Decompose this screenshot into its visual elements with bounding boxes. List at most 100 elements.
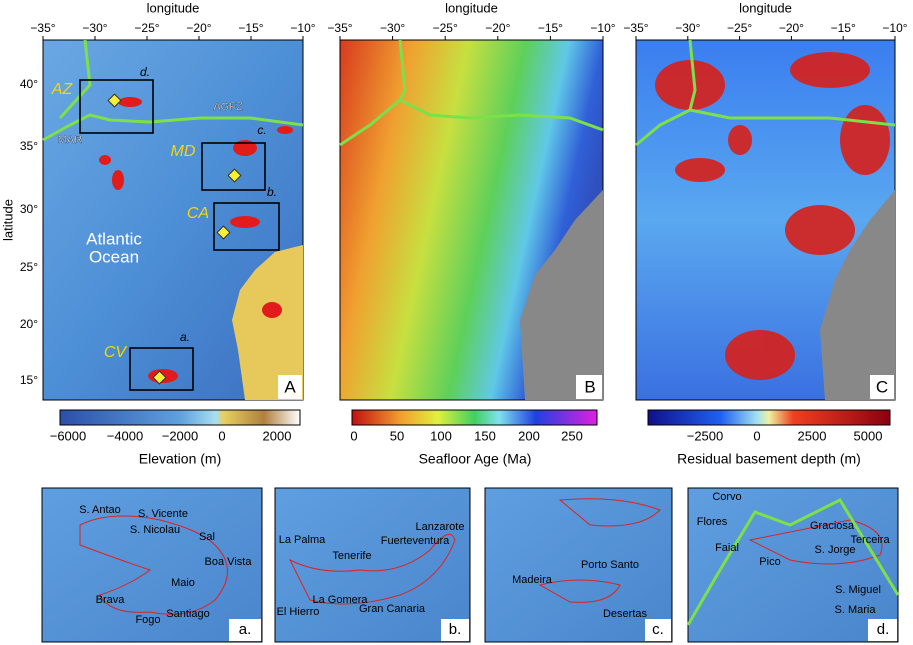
x-tick-label: −25° (134, 21, 159, 35)
x-axis-title: longitude (739, 0, 792, 15)
island-label: Maio (171, 577, 195, 589)
inset-label: a. (239, 621, 252, 638)
island-label: Pico (759, 556, 780, 568)
colorbar-tick-label: −4000 (107, 428, 144, 443)
island-label: S. Nicolau (130, 524, 180, 536)
colorbar-tick-label: 200 (518, 428, 540, 443)
x-tick-label: −35° (327, 21, 352, 35)
y-tick-label: 25° (20, 260, 38, 274)
annotation: d. (140, 65, 150, 79)
y-tick-label: 35° (20, 139, 38, 153)
island-label: Faial (715, 542, 739, 554)
colorbar (647, 409, 891, 426)
colorbar-tick-label: −2500 (687, 428, 724, 443)
island-label: Desertas (603, 608, 648, 620)
colorbar-title: Residual basement depth (m) (677, 451, 861, 467)
annotation: MD (171, 143, 196, 160)
x-tick-label: −15° (831, 21, 856, 35)
inset-label: d. (877, 621, 890, 638)
colorbar-title: Seafloor Age (Ma) (419, 451, 532, 467)
colorbar-title: Elevation (m) (139, 451, 221, 467)
inset-outlines (79, 498, 883, 615)
colorbar (59, 409, 301, 426)
x-tick-label: −15° (238, 21, 263, 35)
colorbar-tick-label: 50 (390, 428, 404, 443)
colorbar-tick-label: 0 (218, 428, 225, 443)
x-tick-label: −10° (882, 21, 907, 35)
annotation: Atlantic (86, 229, 142, 248)
y-tick-label: 40° (20, 77, 38, 91)
x-tick-label: −35° (623, 21, 648, 35)
y-tick-label: 20° (20, 317, 38, 331)
x-tick-label: −15° (538, 21, 563, 35)
colorbar-tick-label: 5000 (854, 428, 883, 443)
island-label: Graciosa (810, 520, 855, 532)
island-label: Fogo (135, 614, 160, 626)
island-label: El Hierro (277, 606, 320, 618)
x-tick-label: −10° (290, 21, 315, 35)
x-tick-label: −25° (433, 21, 458, 35)
island-label: S. Antao (79, 504, 121, 516)
panel-label: C (876, 377, 888, 396)
colorbar-tick-label: −2000 (162, 428, 199, 443)
x-tick-label: −20° (186, 21, 211, 35)
y-axis-title: latitude (0, 199, 15, 241)
panel-a (42, 39, 304, 401)
ridge (686, 498, 900, 626)
x-tick-label: −30° (380, 21, 405, 35)
colorbar-tick-label: 250 (561, 428, 583, 443)
island-label: S. Miguel (835, 584, 881, 596)
island-label: S. Jorge (815, 544, 856, 556)
annotation: AGFZ (213, 101, 243, 113)
inset-label-boxes (229, 619, 897, 641)
x-tick-label: −30° (82, 21, 107, 35)
x-tick-label: −25° (727, 21, 752, 35)
annotation: Ocean (89, 247, 139, 266)
x-tick-label: −10° (590, 21, 615, 35)
annotation: b. (267, 185, 277, 199)
annotation: AZ (51, 81, 74, 98)
island-label: Sal (199, 531, 215, 543)
colorbar-tick-label: 100 (430, 428, 452, 443)
colorbar-tick-label: 0 (350, 428, 357, 443)
island-label: La Gomera (312, 594, 368, 606)
colorbar-tick-label: 150 (474, 428, 496, 443)
y-tick-label: 15° (20, 373, 38, 387)
panel-c (635, 39, 896, 401)
x-tick-label: −20° (779, 21, 804, 35)
island-label: Gran Canaria (359, 603, 426, 615)
panel-b (339, 39, 604, 401)
island-label: Lanzarote (416, 521, 465, 533)
island-label: Tenerife (332, 550, 371, 562)
colorbar-tick-label: −6000 (50, 428, 87, 443)
island-label: Boa Vista (205, 556, 253, 568)
island-label: S. Vicente (138, 508, 188, 520)
inset-label: c. (652, 621, 664, 638)
island-label: Terceira (850, 534, 890, 546)
x-axis-title: longitude (445, 0, 498, 15)
x-axis-title: longitude (147, 0, 200, 15)
x-tick-label: −30° (675, 21, 700, 35)
colorbar-tick-label: 0 (753, 428, 760, 443)
inset-label: b. (449, 621, 462, 638)
panel-label: B (584, 377, 595, 396)
annotation: a. (180, 330, 190, 344)
annotation: c. (257, 123, 266, 137)
panel-label: A (284, 377, 296, 396)
x-tick-label: −20° (485, 21, 510, 35)
island-label: Madeira (512, 574, 553, 586)
island-label: Flores (697, 516, 728, 528)
y-tick-label: 30° (20, 202, 38, 216)
colorbar-tick-label: 2500 (798, 428, 827, 443)
island-label: Porto Santo (581, 559, 639, 571)
annotation: CV (104, 344, 128, 361)
annotation: CA (187, 205, 209, 222)
annotation: MAR (58, 134, 83, 146)
island-label: S. Maria (835, 604, 877, 616)
island-label: La Palma (279, 534, 326, 546)
colorbar-tick-label: 2000 (263, 428, 292, 443)
island-label: Corvo (712, 491, 741, 503)
island-label: Santiago (166, 608, 209, 620)
colorbar (351, 409, 598, 426)
